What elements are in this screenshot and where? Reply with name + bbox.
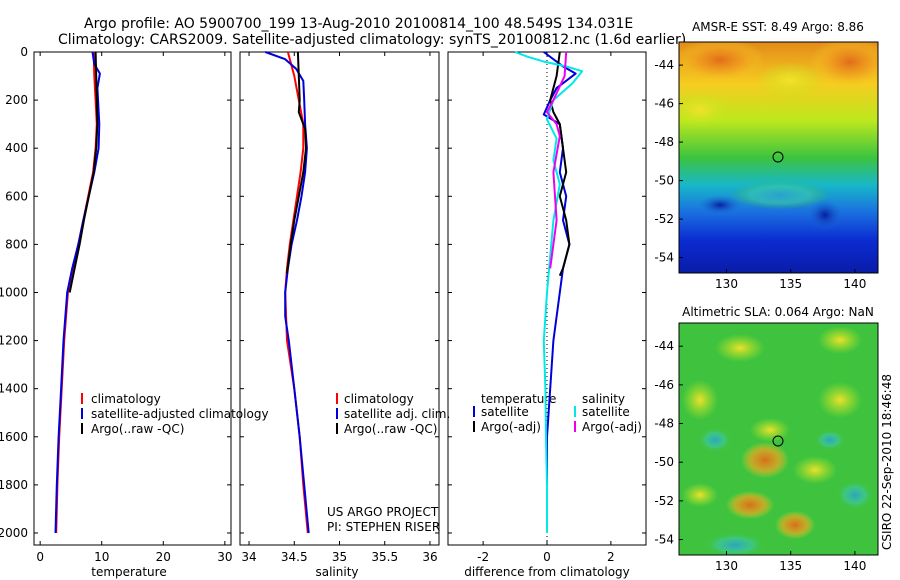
legend-label-sat-adjusted: satellite-adjusted climatology xyxy=(91,407,269,421)
salinity-profile-panel xyxy=(239,51,440,546)
temperature-axes-frame xyxy=(33,51,232,546)
difference-series-temperature-argo-adj- xyxy=(549,51,571,277)
temperature-legend: climatology satellite-adjusted climatolo… xyxy=(81,392,269,436)
depth-ytick-label: 600 xyxy=(5,189,28,203)
sla-map-lon-tick-label: 135 xyxy=(779,559,802,573)
difference-xtick-label: 2 xyxy=(607,550,615,564)
temperature-xtick-label: 30 xyxy=(217,550,232,564)
sst-map-lat-tick-label: -54 xyxy=(654,251,674,265)
depth-ytick-label: 400 xyxy=(5,141,28,155)
sst-map-lat-tick-label: -46 xyxy=(654,97,674,111)
difference-legend: temperature satellite Argo(-adj) salinit… xyxy=(473,392,642,434)
sst-map-lon-tick-label: 140 xyxy=(843,277,866,291)
sla-map-title: Altimetric SLA: 0.064 Argo: NaN xyxy=(682,305,874,319)
temperature-xtick-label: 10 xyxy=(94,550,109,564)
salinity-xtick-label: 36 xyxy=(422,550,437,564)
figure-title-line2: Climatology: CARS2009. Satellite-adjuste… xyxy=(58,32,686,48)
sla-map-lat-tick-label: -52 xyxy=(654,494,674,508)
depth-ytick-label: 200 xyxy=(5,93,28,107)
depth-ytick-label: 1200 xyxy=(0,334,28,348)
salinity-legend: climatology satellite adj. clim. Argo(..… xyxy=(336,392,450,436)
depth-ytick-label: 1400 xyxy=(0,382,28,396)
legend-label-sal-satellite: satellite xyxy=(582,405,630,419)
difference-xlabel: difference from climatology xyxy=(464,565,630,579)
temperature-xtick-label: 20 xyxy=(156,550,171,564)
sst-map-panel: AMSR-E SST: 8.49 Argo: 8.86 xyxy=(678,20,879,274)
credit-line1: US ARGO PROJECT xyxy=(327,505,439,519)
sla-map-lat-tick-label: -44 xyxy=(654,339,674,353)
difference-series-salinity-argo-adj- xyxy=(546,51,568,269)
salinity-series-argo-raw-qc- xyxy=(286,51,307,274)
temperature-series-argo-raw-qc- xyxy=(68,51,99,293)
sst-map-lat-tick-label: -50 xyxy=(654,174,674,188)
depth-ytick-label: 1000 xyxy=(0,285,28,299)
legend-label-climatology: climatology xyxy=(91,392,161,406)
legend-label-temp-argo: Argo(-adj) xyxy=(481,420,541,434)
salinity-axes-frame xyxy=(239,51,440,546)
sla-map-lon-tick-label: 140 xyxy=(843,559,866,573)
difference-series-temperature-satellite xyxy=(542,51,577,533)
chart-marks-layer: 0 10 20 30020040060080010001200140016001800… xyxy=(0,45,866,573)
temperature-xlabel: temperature xyxy=(91,565,166,579)
figure-title-line1: Argo profile: AO 5900700_199 13-Aug-2010… xyxy=(84,16,633,32)
legend-label-argo-raw: Argo(..raw -QC) xyxy=(91,422,184,436)
sla-map-lon-tick-label: 130 xyxy=(715,559,738,573)
sst-map-title: AMSR-E SST: 8.49 Argo: 8.86 xyxy=(692,20,864,34)
legend-label-climatology: climatology xyxy=(344,392,414,406)
sla-map-lat-tick-label: -48 xyxy=(654,417,674,431)
sst-map-lat-tick-label: -44 xyxy=(654,58,674,72)
depth-ytick-label: 2000 xyxy=(0,526,28,540)
depth-ytick-label: 800 xyxy=(5,237,28,251)
sla-map-image xyxy=(679,323,878,555)
legend-heading-temperature: temperature xyxy=(481,392,556,406)
sst-float-marker xyxy=(772,151,784,163)
salinity-xtick-label: 34 xyxy=(241,550,256,564)
depth-ytick-label: 0 xyxy=(20,45,28,59)
difference-xtick-label: 0 xyxy=(543,550,551,564)
sst-map-lon-tick-label: 135 xyxy=(779,277,802,291)
salinity-xlabel: salinity xyxy=(315,565,358,579)
temperature-xtick-label: 0 xyxy=(36,550,44,564)
sla-map-lat-tick-label: -46 xyxy=(654,378,674,392)
legend-heading-salinity: salinity xyxy=(582,392,625,406)
legend-label-sat-adj-clim: satellite adj. clim. xyxy=(344,407,450,421)
credit-line2: PI: STEPHEN RISER xyxy=(327,520,440,534)
temperature-profile-panel xyxy=(33,51,232,546)
sla-map-lat-tick-label: -54 xyxy=(654,533,674,547)
depth-ytick-label: 1800 xyxy=(0,478,28,492)
legend-label-sal-argo: Argo(-adj) xyxy=(582,420,642,434)
sla-map-panel: Altimetric SLA: 0.064 Argo: NaN xyxy=(678,305,879,556)
salinity-series-satellite-adj-clim- xyxy=(264,51,310,534)
depth-ytick-label: 1600 xyxy=(0,430,28,444)
sst-map-lat-tick-label: -48 xyxy=(654,135,674,149)
sst-map-lon-tick-label: 130 xyxy=(715,277,738,291)
side-timestamp: CSIRO 22-Sep-2010 18:46:48 xyxy=(880,374,894,550)
sla-map-frame xyxy=(678,322,879,556)
sla-float-marker xyxy=(772,435,784,447)
difference-xtick-label: -2 xyxy=(477,550,489,564)
sst-map-image xyxy=(679,42,878,273)
sst-map-lat-tick-label: -52 xyxy=(654,212,674,226)
legend-label-temp-satellite: satellite xyxy=(481,405,529,419)
sst-map-frame xyxy=(678,41,879,274)
salinity-xtick-label: 34.5 xyxy=(281,550,308,564)
legend-label-argo-raw: Argo(..raw -QC) xyxy=(344,422,437,436)
sla-map-lat-tick-label: -50 xyxy=(654,455,674,469)
salinity-xtick-label: 35 xyxy=(332,550,347,564)
salinity-xtick-label: 35.5 xyxy=(371,550,398,564)
